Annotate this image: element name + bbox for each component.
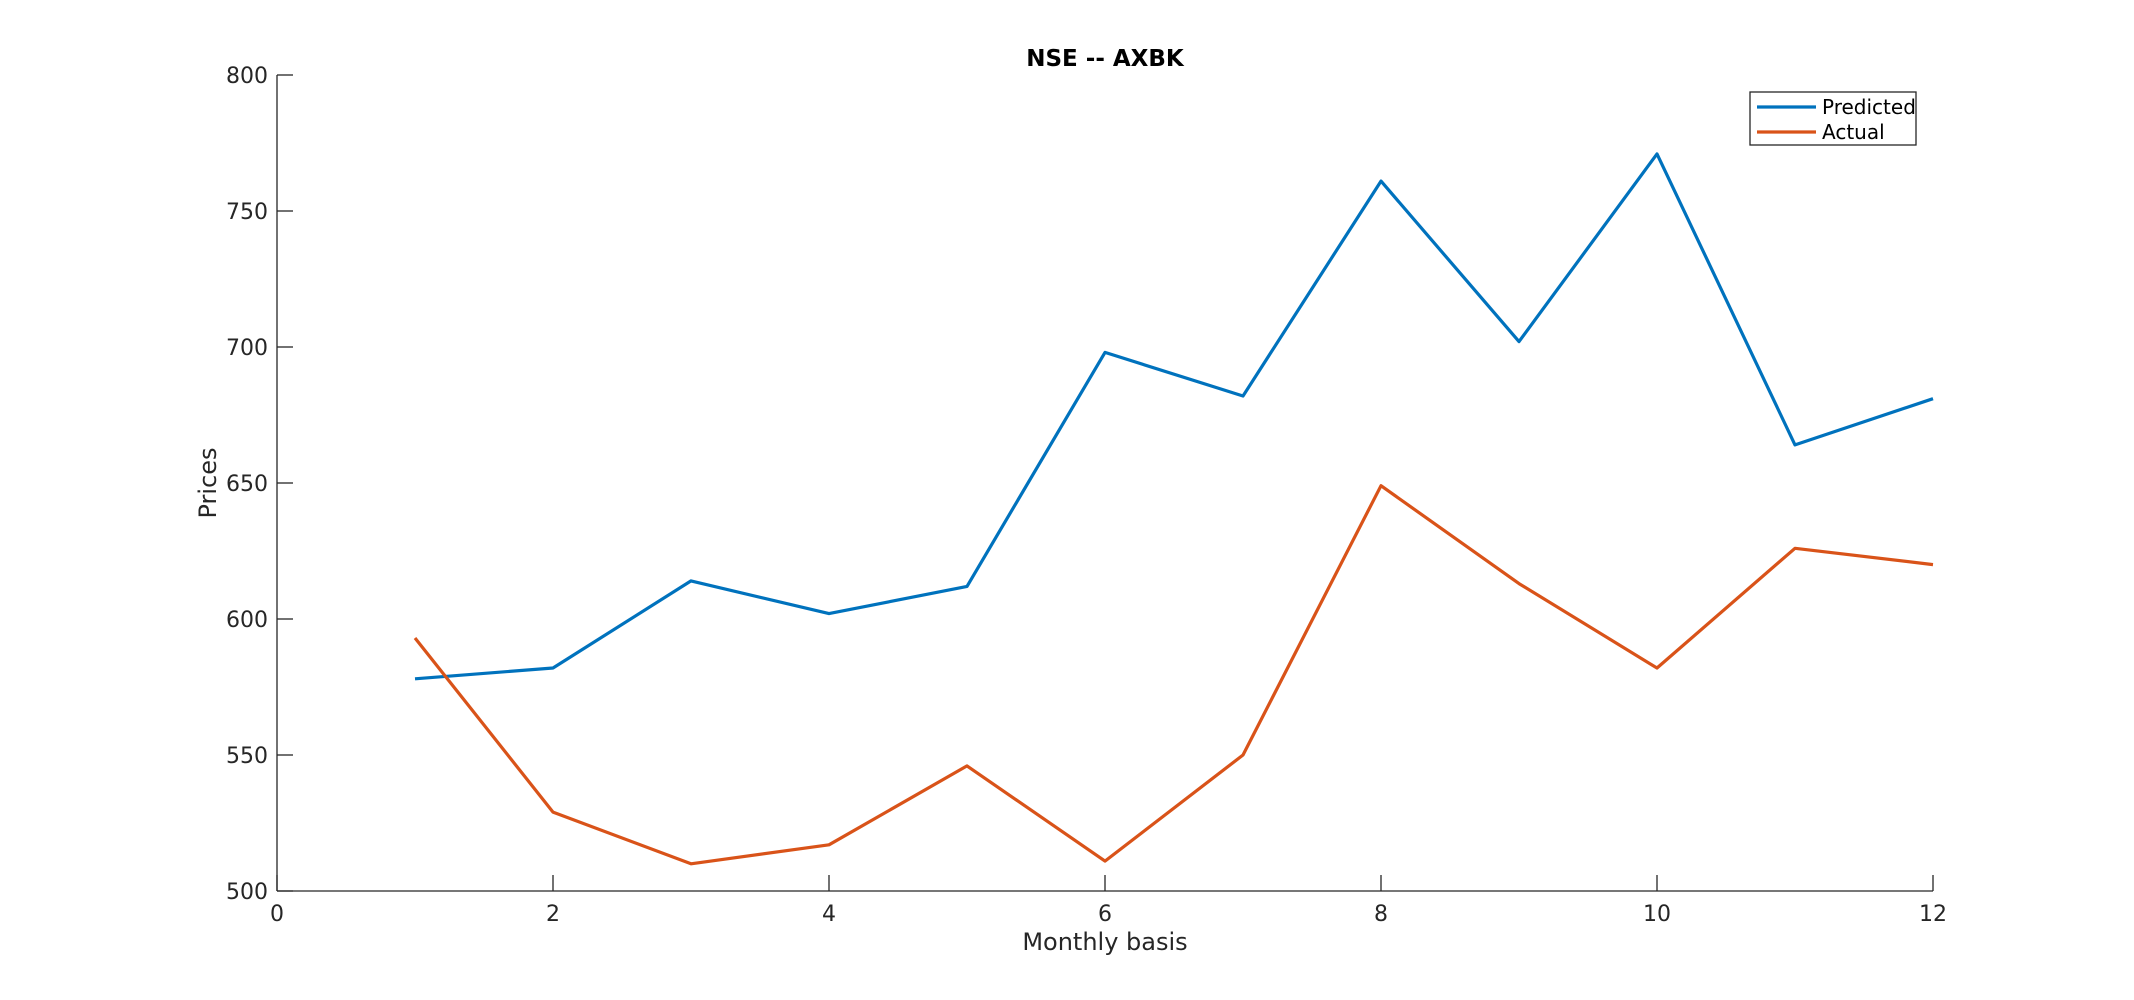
x-tick-label: 12 xyxy=(1919,902,1947,927)
series-lines xyxy=(413,152,1934,866)
x-tick-label: 10 xyxy=(1643,902,1671,927)
x-tick-label: 6 xyxy=(1098,902,1112,927)
series-line-predicted xyxy=(414,152,1934,681)
x-tick-label: 0 xyxy=(270,902,284,927)
y-tick-label: 550 xyxy=(226,744,268,769)
y-tick-label: 800 xyxy=(226,64,268,89)
legend-label-predicted: Predicted xyxy=(1822,95,1916,119)
x-tick-label: 2 xyxy=(546,902,560,927)
axes: 0 2 4 6 8 10 12 500 550 600 650 700 750 800 xyxy=(226,64,1947,927)
y-tick-label: 700 xyxy=(226,336,268,361)
series-line-actual xyxy=(413,484,1934,866)
y-tick-label: 750 xyxy=(226,200,268,225)
y-tick-label: 650 xyxy=(226,472,268,497)
x-axis-title: Monthly basis xyxy=(1022,928,1187,956)
chart-title: NSE -- AXBK xyxy=(1026,46,1185,72)
y-axis-title: Prices xyxy=(194,447,222,518)
legend-box xyxy=(1749,91,1917,146)
y-tick-label: 500 xyxy=(226,880,268,905)
x-tick-label: 8 xyxy=(1374,902,1388,927)
x-tick-label: 4 xyxy=(822,902,836,927)
y-tick-label: 600 xyxy=(226,608,268,633)
legend-label-actual: Actual xyxy=(1822,120,1885,144)
